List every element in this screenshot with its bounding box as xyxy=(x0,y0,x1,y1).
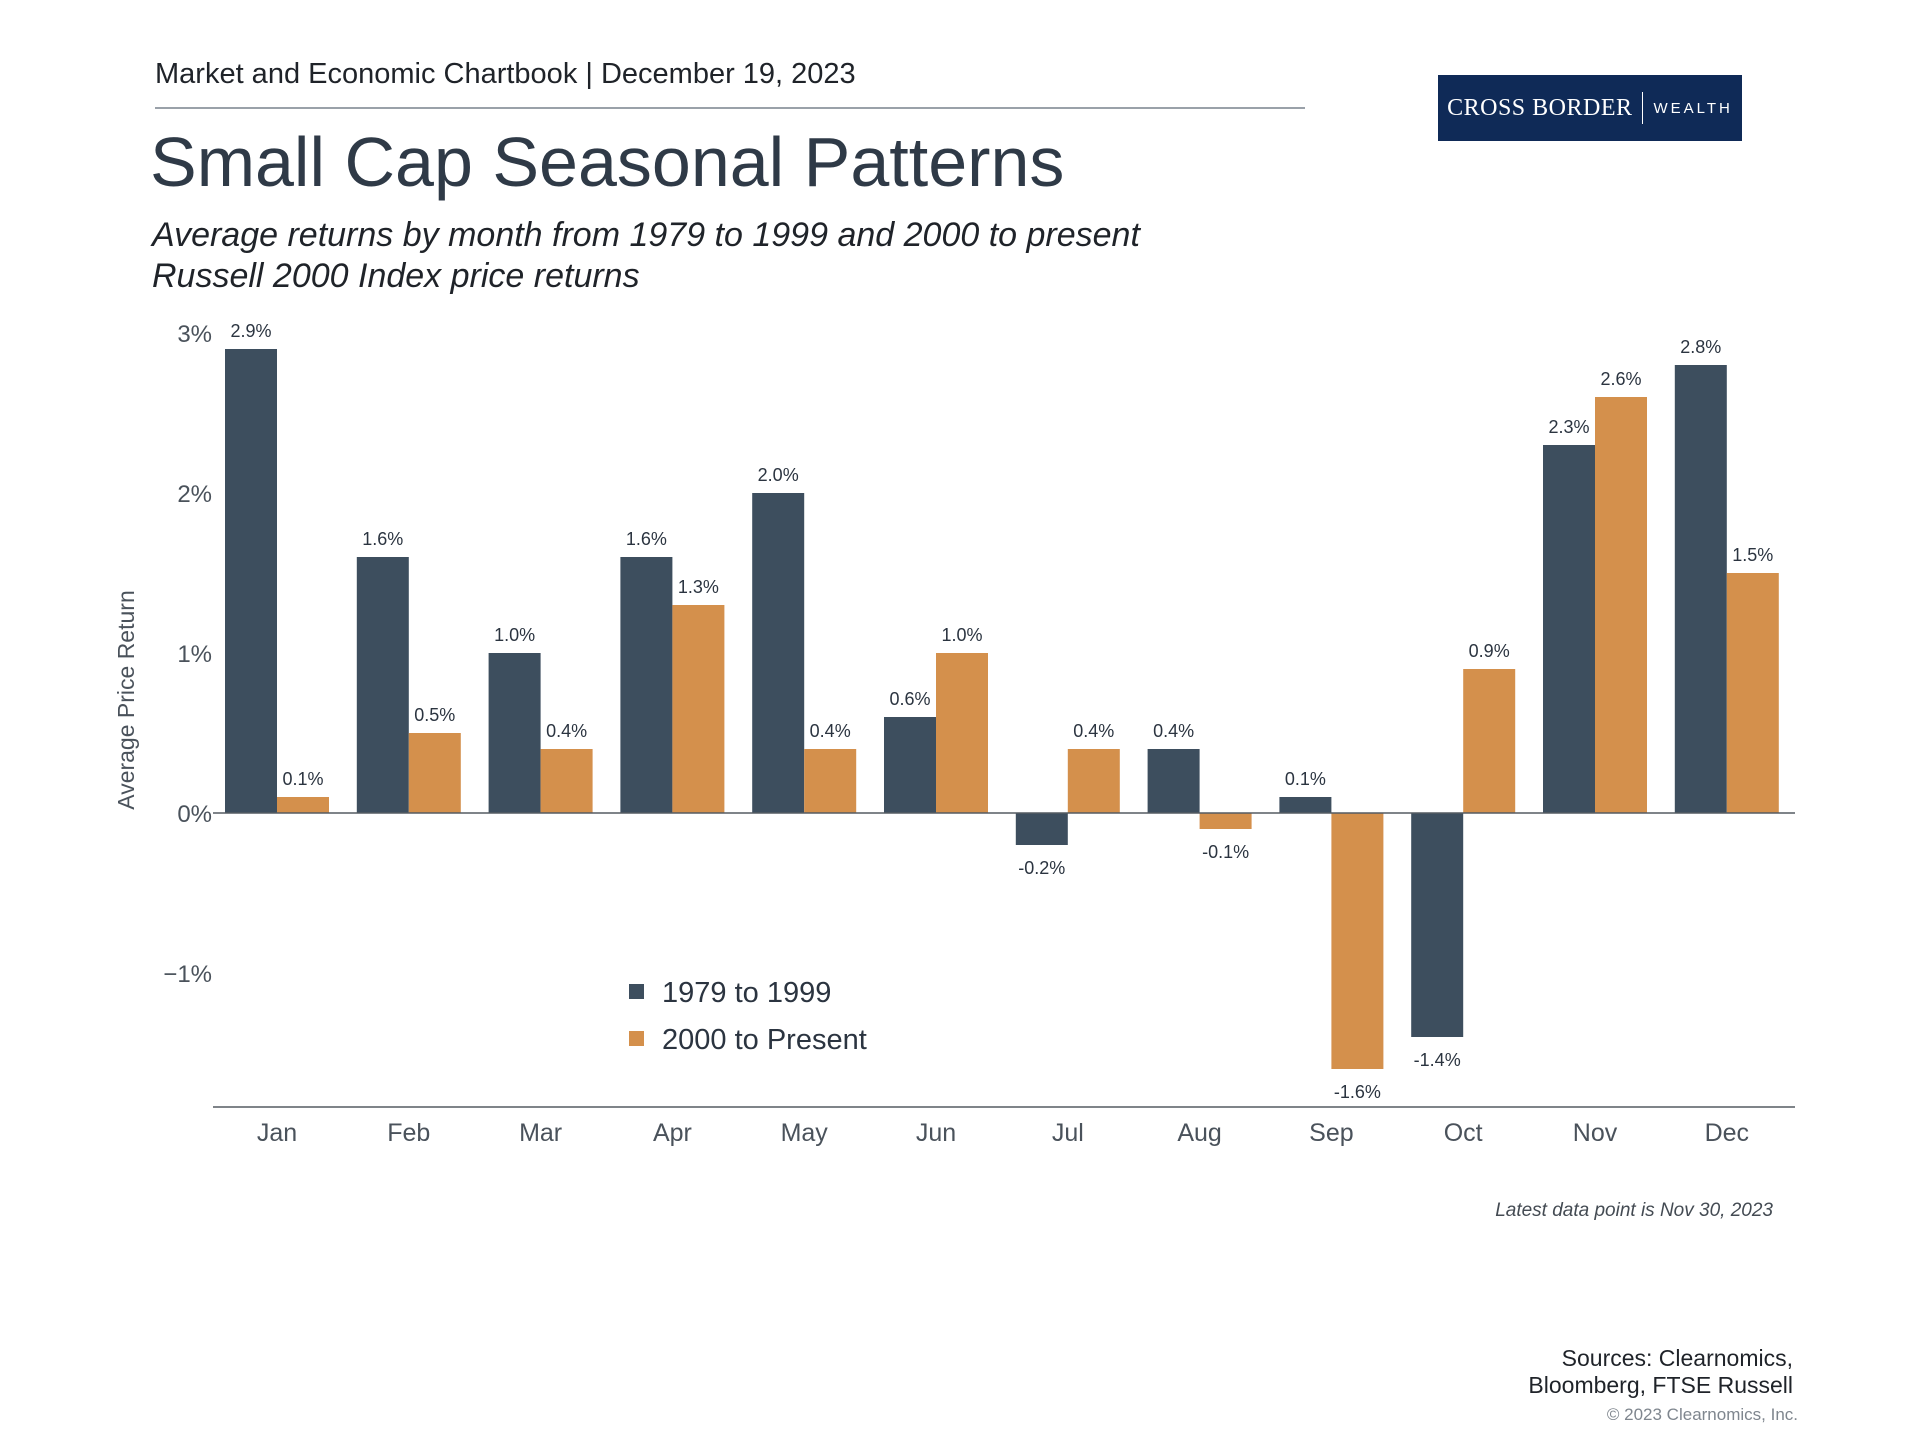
data-label-nov-series-1: 2.3% xyxy=(1548,417,1589,437)
chartbook-header: Market and Economic Chartbook | December… xyxy=(155,58,856,90)
x-tick-label: Apr xyxy=(653,1119,692,1147)
x-tick-label: Jul xyxy=(1052,1119,1084,1147)
data-label-may-series-1: 2.0% xyxy=(758,465,799,485)
bar-mar-series-1 xyxy=(488,653,541,813)
data-label-aug-series-2: -0.1% xyxy=(1202,842,1249,862)
bar-nov-series-1 xyxy=(1543,445,1595,813)
y-tick-label: 2% xyxy=(177,481,212,508)
x-tick-label: Sep xyxy=(1309,1119,1353,1147)
x-tick-label: Aug xyxy=(1177,1119,1221,1147)
bar-nov-series-2 xyxy=(1595,397,1647,813)
header-divider xyxy=(155,107,1305,109)
data-label-nov-series-2: 2.6% xyxy=(1600,369,1641,389)
page-title: Small Cap Seasonal Patterns xyxy=(150,123,1065,201)
logo-subtext: WEALTH xyxy=(1653,99,1733,117)
data-label-feb-series-1: 1.6% xyxy=(362,529,403,549)
bar-jun-series-1 xyxy=(884,717,936,813)
data-label-jul-series-1: -0.2% xyxy=(1018,858,1065,878)
x-tick-label: Jun xyxy=(916,1119,956,1147)
subtitle-line-2: Russell 2000 Index price returns xyxy=(152,257,640,295)
x-tick-label: Feb xyxy=(387,1119,430,1147)
data-label-oct-series-1: -1.4% xyxy=(1414,1050,1461,1070)
bar-mar-series-2 xyxy=(540,749,593,813)
x-tick-label: Jan xyxy=(257,1119,297,1147)
bar-may-series-2 xyxy=(804,749,857,813)
data-label-jan-series-2: 0.1% xyxy=(282,769,323,789)
legend-swatch-1 xyxy=(629,984,644,999)
data-label-aug-series-1: 0.4% xyxy=(1153,721,1194,741)
y-tick-label: 1% xyxy=(177,641,212,668)
cross-border-wealth-logo: CROSS BORDER WEALTH xyxy=(1438,75,1742,141)
x-tick-label: Oct xyxy=(1444,1119,1483,1147)
bar-oct-series-1 xyxy=(1411,813,1464,1037)
bar-jan-series-1 xyxy=(225,349,277,813)
data-label-mar-series-1: 1.0% xyxy=(494,625,535,645)
y-tick-label: 3% xyxy=(177,321,212,348)
legend-label-1: 1979 to 1999 xyxy=(662,977,831,1009)
data-label-sep-series-2: -1.6% xyxy=(1334,1082,1381,1102)
x-tick-label: May xyxy=(781,1119,829,1147)
data-label-apr-series-2: 1.3% xyxy=(678,577,719,597)
subtitle-line-1: Average returns by month from 1979 to 19… xyxy=(152,216,1140,254)
bar-jun-series-2 xyxy=(936,653,988,813)
x-tick-label: Nov xyxy=(1573,1119,1618,1147)
bar-feb-series-2 xyxy=(408,733,461,813)
bar-dec-series-2 xyxy=(1726,573,1779,813)
bar-aug-series-2 xyxy=(1199,813,1252,829)
x-tick-label: Dec xyxy=(1705,1119,1749,1147)
latest-data-note: Latest data point is Nov 30, 2023 xyxy=(1495,1200,1773,1221)
data-label-dec-series-2: 1.5% xyxy=(1732,545,1773,565)
bar-apr-series-2 xyxy=(672,605,725,813)
bar-sep-series-2 xyxy=(1331,813,1384,1069)
sources-line-2: Bloomberg, FTSE Russell xyxy=(1528,1372,1793,1398)
legend-label-2: 2000 to Present xyxy=(662,1024,867,1056)
data-label-jun-series-2: 1.0% xyxy=(941,625,982,645)
bar-aug-series-1 xyxy=(1147,749,1200,813)
logo-wordmark: CROSS BORDER xyxy=(1447,94,1633,121)
data-label-jan-series-1: 2.9% xyxy=(230,321,271,341)
data-label-oct-series-2: 0.9% xyxy=(1469,641,1510,661)
data-label-mar-series-2: 0.4% xyxy=(546,721,587,741)
bar-apr-series-1 xyxy=(620,557,673,813)
bar-jul-series-1 xyxy=(1015,813,1068,845)
data-label-apr-series-1: 1.6% xyxy=(626,529,667,549)
chart-subtitle: Average returns by month from 1979 to 19… xyxy=(152,215,1140,297)
bar-feb-series-1 xyxy=(356,557,409,813)
bar-jul-series-2 xyxy=(1067,749,1120,813)
data-label-jun-series-1: 0.6% xyxy=(889,689,930,709)
sources-note: Sources: Clearnomics, Bloomberg, FTSE Ru… xyxy=(1528,1345,1793,1399)
data-label-may-series-2: 0.4% xyxy=(810,721,851,741)
x-tick-label: Mar xyxy=(519,1119,562,1147)
data-label-feb-series-2: 0.5% xyxy=(414,705,455,725)
y-tick-label: 0% xyxy=(177,801,212,828)
data-label-sep-series-1: 0.1% xyxy=(1285,769,1326,789)
y-tick-label: −1% xyxy=(163,961,212,988)
data-label-dec-series-1: 2.8% xyxy=(1680,337,1721,357)
legend-swatch-2 xyxy=(629,1031,644,1046)
copyright: © 2023 Clearnomics, Inc. xyxy=(1606,1405,1798,1424)
data-label-jul-series-2: 0.4% xyxy=(1073,721,1114,741)
sources-line-1: Sources: Clearnomics, xyxy=(1561,1345,1793,1371)
bar-dec-series-1 xyxy=(1674,365,1727,813)
bar-jan-series-2 xyxy=(277,797,329,813)
bar-sep-series-1 xyxy=(1279,797,1332,813)
y-axis-title: Average Price Return xyxy=(113,590,139,809)
logo-divider xyxy=(1642,92,1644,124)
bar-oct-series-2 xyxy=(1463,669,1516,813)
bar-may-series-1 xyxy=(752,493,805,813)
